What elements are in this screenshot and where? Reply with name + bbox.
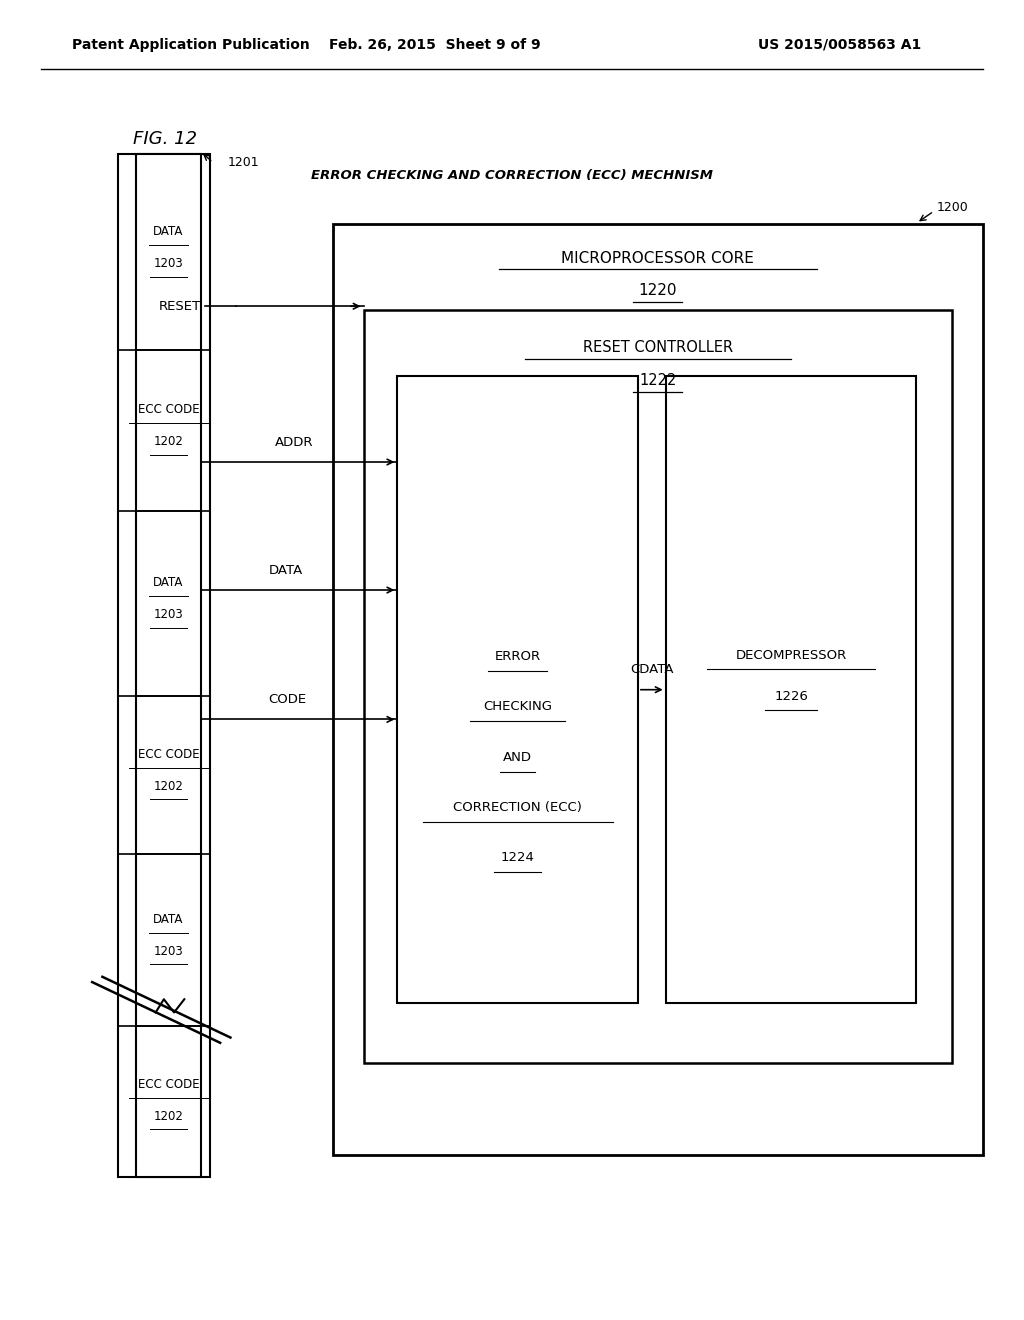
Text: US 2015/0058563 A1: US 2015/0058563 A1 — [758, 38, 922, 51]
Text: ERROR CHECKING AND CORRECTION (ECC) MECHNISM: ERROR CHECKING AND CORRECTION (ECC) MECH… — [311, 169, 713, 182]
Text: RESET: RESET — [159, 300, 201, 313]
Text: AND: AND — [503, 751, 532, 763]
Text: CODE: CODE — [268, 693, 306, 706]
Text: 1220: 1220 — [639, 282, 677, 298]
Text: ADDR: ADDR — [274, 436, 313, 449]
Text: 1202: 1202 — [154, 780, 183, 792]
Text: CORRECTION (ECC): CORRECTION (ECC) — [454, 801, 582, 813]
Text: Patent Application Publication: Patent Application Publication — [72, 38, 309, 51]
Text: 1202: 1202 — [154, 436, 183, 447]
Text: ECC CODE: ECC CODE — [137, 1078, 200, 1090]
Text: DATA: DATA — [154, 913, 183, 925]
Text: ERROR: ERROR — [495, 651, 541, 663]
Text: ECC CODE: ECC CODE — [137, 404, 200, 416]
Text: 1203: 1203 — [154, 945, 183, 957]
Bar — [397, 376, 638, 1003]
Text: 1226: 1226 — [774, 690, 808, 702]
Bar — [333, 224, 983, 1155]
Text: 1201: 1201 — [227, 156, 259, 169]
Text: CDATA: CDATA — [630, 664, 674, 676]
Text: 1202: 1202 — [154, 1110, 183, 1122]
Text: FIG. 12: FIG. 12 — [133, 129, 198, 148]
Text: RESET CONTROLLER: RESET CONTROLLER — [583, 339, 733, 355]
Text: DATA: DATA — [154, 226, 183, 238]
Text: CHECKING: CHECKING — [483, 701, 552, 713]
Bar — [666, 376, 916, 1003]
Bar — [118, 154, 210, 1177]
Text: 1203: 1203 — [154, 257, 183, 269]
Bar — [364, 310, 952, 1063]
Text: Feb. 26, 2015  Sheet 9 of 9: Feb. 26, 2015 Sheet 9 of 9 — [330, 38, 541, 51]
Bar — [136, 154, 201, 1177]
Text: DECOMPRESSOR: DECOMPRESSOR — [735, 649, 847, 661]
Text: ECC CODE: ECC CODE — [137, 748, 200, 760]
Text: DATA: DATA — [268, 564, 302, 577]
Text: 1200: 1200 — [937, 201, 969, 214]
Text: 1224: 1224 — [501, 851, 535, 863]
Text: 1203: 1203 — [154, 609, 183, 620]
Text: 1222: 1222 — [639, 372, 677, 388]
Text: DATA: DATA — [154, 577, 183, 589]
Text: MICROPROCESSOR CORE: MICROPROCESSOR CORE — [561, 251, 755, 267]
